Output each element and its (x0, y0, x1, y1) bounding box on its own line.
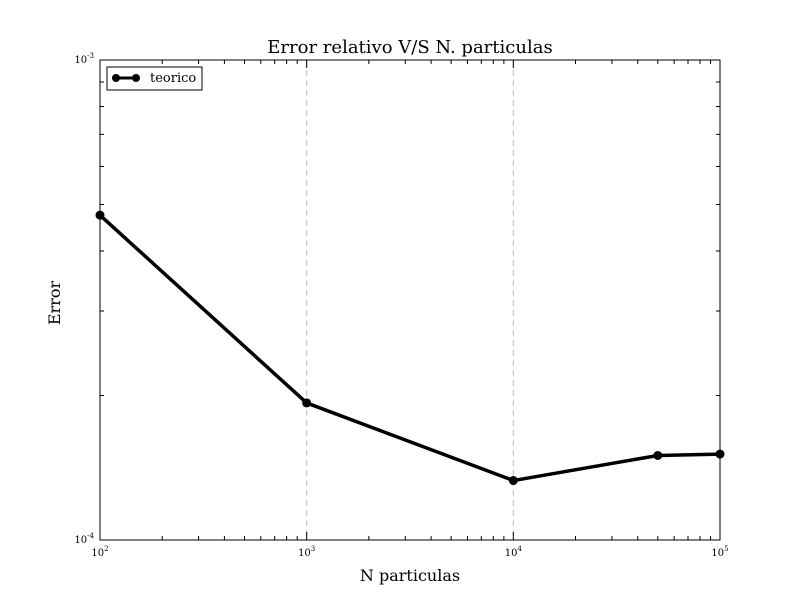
data-point (302, 398, 312, 408)
y-axis-label: Error (45, 281, 64, 326)
axis-ticks: 102 103 104 105 10-4 10-3 (74, 52, 728, 559)
data-point (715, 449, 725, 459)
x-tick-label: 104 (505, 545, 523, 559)
chart-title: Error relativo V/S N. particulas (267, 37, 552, 58)
legend-marker (112, 74, 120, 82)
y-tick-label: 10-3 (74, 52, 94, 66)
data-point (508, 476, 518, 486)
series-teorico (95, 210, 725, 486)
plot-frame (99, 59, 721, 541)
y-tick-label: 10-4 (74, 532, 94, 546)
x-tick-label: 103 (298, 545, 315, 559)
legend-marker (132, 74, 140, 82)
legend: teorico (106, 66, 203, 91)
x-tick-label: 102 (91, 545, 108, 559)
data-point (95, 210, 105, 220)
legend-box (106, 66, 203, 91)
grid-lines (306, 60, 514, 540)
x-axis-label: N particulas (360, 566, 460, 585)
legend-label: teorico (150, 71, 196, 86)
series-line (98, 213, 721, 483)
x-tick-label: 105 (711, 545, 728, 559)
data-point (653, 450, 663, 460)
